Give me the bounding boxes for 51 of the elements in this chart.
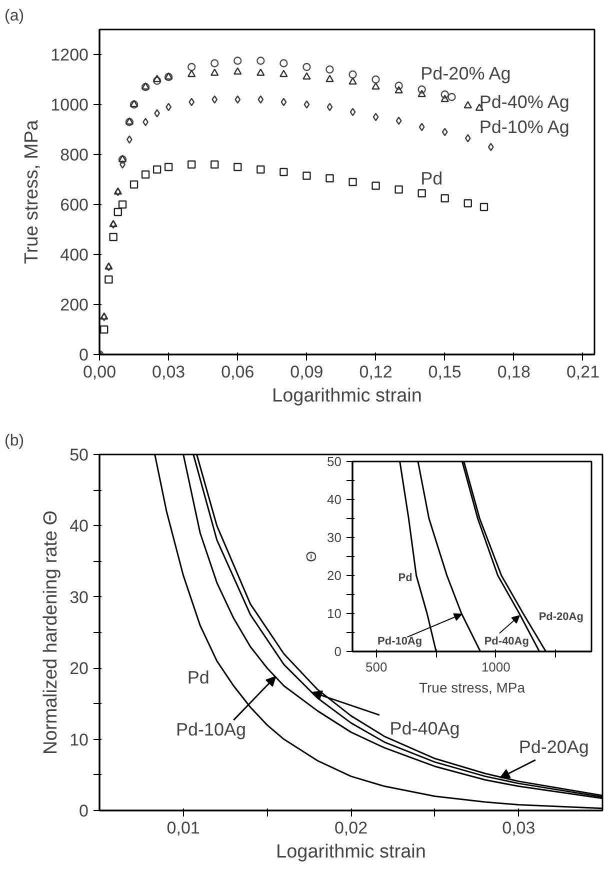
annotation: Pd-10Ag bbox=[378, 636, 422, 648]
x-tick-label: 0,03 bbox=[502, 818, 536, 838]
x-axis-title: Logarithmic strain bbox=[276, 842, 426, 862]
x-tick-label: 0,01 bbox=[166, 818, 200, 838]
y-tick-label: 50 bbox=[70, 446, 89, 464]
x-axis-title: True stress, MPa bbox=[418, 680, 526, 696]
y-tick-label: 30 bbox=[327, 530, 342, 545]
x-tick-label: 0,09 bbox=[290, 362, 324, 382]
y-tick-label: 20 bbox=[70, 659, 89, 678]
annotation: Pd-40Ag bbox=[390, 718, 460, 739]
y-tick-label: 0 bbox=[334, 644, 342, 659]
series-label: Pd-40% Ag bbox=[479, 92, 570, 112]
y-tick-label: 0 bbox=[79, 802, 89, 820]
y-tick-label: 800 bbox=[60, 146, 89, 164]
y-tick-label: 20 bbox=[327, 568, 342, 583]
annotation: Pd-10Ag bbox=[176, 719, 246, 740]
annotation: Pd-20Ag bbox=[538, 610, 584, 623]
y-tick-label: 30 bbox=[70, 588, 89, 607]
x-tick-label: 0,00 bbox=[82, 362, 116, 382]
y-tick-label: 40 bbox=[70, 516, 89, 536]
y-tick-label: 10 bbox=[70, 730, 89, 750]
y-tick-label: 200 bbox=[60, 296, 89, 314]
x-tick-label: 0,03 bbox=[152, 362, 186, 382]
y-tick-label: 40 bbox=[327, 492, 342, 507]
annotation: Pd-20Ag bbox=[518, 737, 589, 758]
x-tick-label: 0,06 bbox=[221, 362, 254, 382]
y-axis-title: True stress, MPa bbox=[22, 120, 43, 264]
y-tick-label: 1200 bbox=[50, 46, 89, 64]
x-tick-label: 0,18 bbox=[497, 362, 530, 382]
annotation: Pd-40Ag bbox=[484, 636, 529, 648]
y-tick-label: 400 bbox=[60, 246, 89, 264]
series-label: Pd-10% Ag bbox=[479, 117, 570, 137]
x-tick-label: 500 bbox=[366, 660, 388, 674]
y-tick-label: 600 bbox=[60, 196, 89, 214]
chart-title: (a) bbox=[4, 8, 24, 24]
y-tick-label: 1000 bbox=[50, 96, 89, 114]
series-label: Pd bbox=[420, 168, 443, 188]
y-tick-label: 0 bbox=[79, 346, 89, 364]
y-tick-label: 50 bbox=[327, 454, 342, 469]
y-axis-title: Normalized hardening rate Θ bbox=[40, 510, 62, 754]
y-axis-title: Θ bbox=[303, 550, 320, 562]
annotation: Pd bbox=[398, 572, 412, 584]
x-tick-label: 0,02 bbox=[334, 818, 368, 838]
y-tick-label: 10 bbox=[327, 606, 342, 621]
x-tick-label: 0,21 bbox=[566, 362, 600, 382]
x-tick-label: 0,15 bbox=[428, 362, 462, 382]
x-axis-title: Logarithmic strain bbox=[272, 386, 422, 406]
chart-title: (b) bbox=[4, 432, 24, 450]
series-label: Pd-20% Ag bbox=[420, 63, 511, 84]
x-tick-label: 0,12 bbox=[359, 362, 392, 382]
annotation: Pd bbox=[187, 667, 210, 688]
